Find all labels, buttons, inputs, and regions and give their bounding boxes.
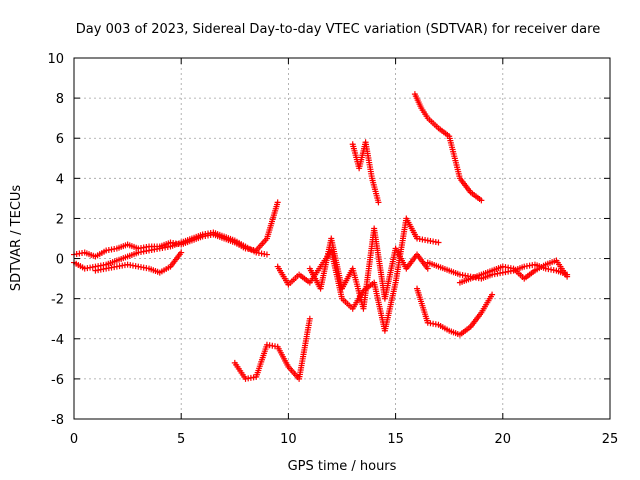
data-point (564, 273, 571, 280)
data-point (375, 199, 382, 206)
data-point (435, 239, 442, 246)
y-axis-label: SDTVAR / TECUs (9, 185, 24, 292)
y-tick-label: -4 (51, 333, 64, 348)
series-track-i (414, 285, 496, 338)
series-track-e (274, 215, 442, 334)
x-tick-label: 0 (70, 432, 78, 447)
x-tick-label: 20 (495, 432, 512, 447)
plot-frame (73, 57, 611, 420)
x-tick-label: 15 (387, 432, 404, 447)
data-points (71, 91, 571, 382)
series-track-g (349, 139, 382, 206)
series-track-k (456, 257, 571, 286)
series-track-f (306, 225, 431, 312)
chart-title: Day 003 of 2023, Sidereal Day-to-day VTE… (76, 22, 600, 37)
y-tick-label: 10 (47, 52, 64, 67)
data-point (306, 315, 313, 322)
y-tick-label: 0 (56, 253, 64, 268)
series-track-c (92, 249, 185, 276)
y-tick-label: 8 (56, 92, 64, 107)
series-track-d (231, 315, 313, 382)
series-track-b (71, 229, 270, 272)
y-tick-label: 4 (56, 172, 64, 187)
x-tick-label: 5 (177, 432, 185, 447)
data-point (263, 251, 270, 258)
grid (74, 58, 610, 419)
y-tick-label: -2 (51, 293, 64, 308)
data-point (178, 249, 185, 256)
data-point (489, 291, 496, 298)
x-tick-label: 10 (280, 432, 297, 447)
series-track-h (411, 91, 485, 204)
y-tick-label: -8 (51, 413, 64, 428)
y-tick-label: 2 (56, 212, 64, 227)
x-axis-label: GPS time / hours (288, 459, 397, 474)
y-tick-label: -6 (51, 373, 64, 388)
data-point (274, 199, 281, 206)
y-tick-label: 6 (56, 132, 64, 147)
data-point (424, 265, 431, 272)
x-tick-label: 25 (602, 432, 619, 447)
data-point (478, 197, 485, 204)
